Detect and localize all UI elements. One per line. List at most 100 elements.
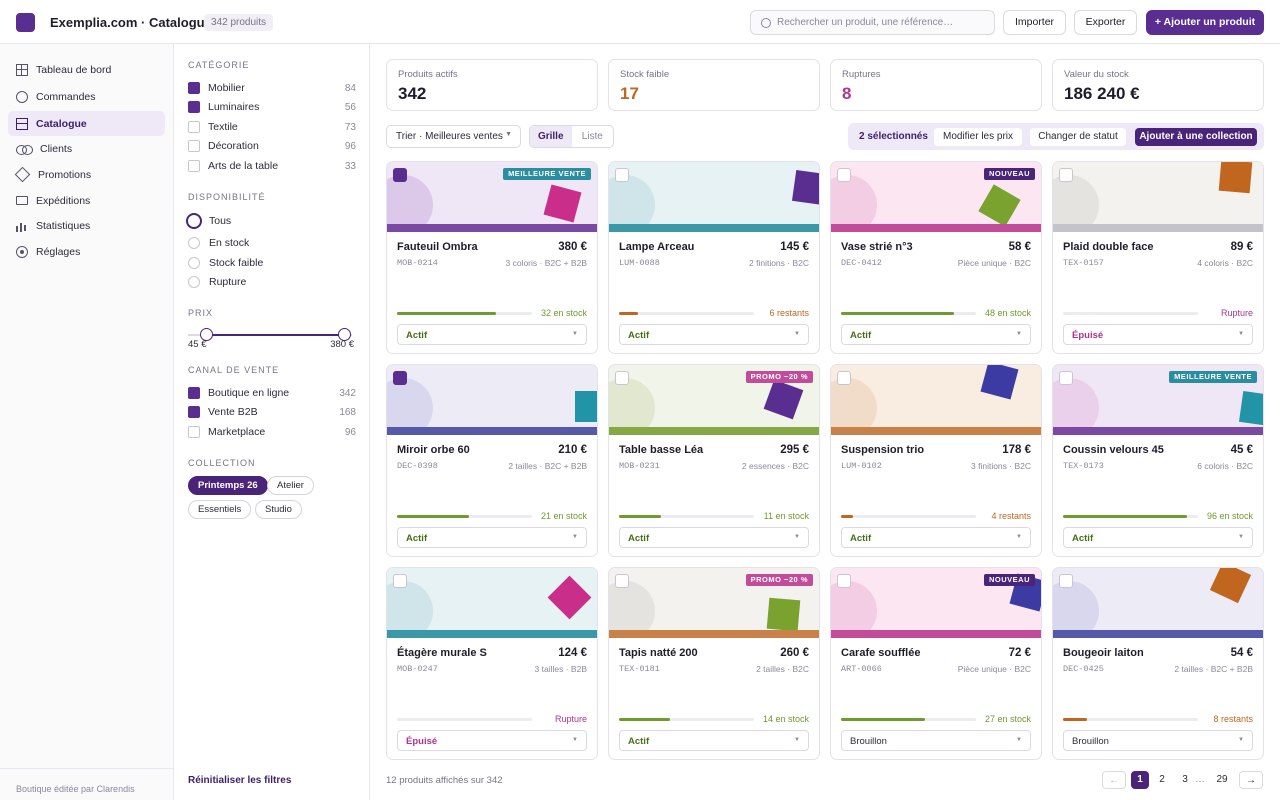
product-status-select[interactable]: Actif ▼ <box>1063 527 1253 548</box>
pagination-next-button[interactable]: → <box>1239 771 1263 789</box>
product-status-select[interactable]: Brouillon ▼ <box>841 730 1031 751</box>
slider-max-handle[interactable] <box>337 328 351 341</box>
filter-availability-all[interactable]: Tous <box>186 213 356 229</box>
filter-channel-online[interactable]: Boutique en ligne 342 <box>188 385 356 401</box>
filter-category-mobilier[interactable]: Mobilier 84 <box>188 80 356 96</box>
bulk-change-status-button[interactable]: Changer de statut <box>1030 128 1126 146</box>
product-name[interactable]: Lampe Arceau <box>619 241 695 253</box>
product-card[interactable]: Plaid double face 89 € TEX-0157 4 coloris ·… <box>1052 161 1264 354</box>
sidebar-item-statistics[interactable]: Statistiques <box>8 213 165 238</box>
sidebar-item-orders[interactable]: Commandes <box>8 84 165 109</box>
pagination-prev-button[interactable]: ← <box>1102 771 1126 789</box>
product-select-checkbox[interactable] <box>615 574 629 588</box>
pagination-page-3[interactable]: 3 <box>1182 774 1188 785</box>
price-range-slider[interactable] <box>188 328 352 342</box>
checkbox[interactable] <box>188 140 200 152</box>
product-name[interactable]: Plaid double face <box>1063 241 1154 253</box>
pagination-page-2[interactable]: 2 <box>1159 774 1165 785</box>
product-card[interactable]: Miroir orbe 60 210 € DEC-0398 2 tailles · B… <box>386 364 598 557</box>
search-input[interactable] <box>777 14 987 31</box>
product-status-select[interactable]: Épuisé ▼ <box>397 730 587 751</box>
product-name[interactable]: Carafe soufflée <box>841 647 921 659</box>
sidebar-item-dashboard[interactable]: Tableau de bord <box>8 57 165 82</box>
filter-category-decoration[interactable]: Décoration 96 <box>188 138 356 154</box>
collection-chip-printemps[interactable]: Printemps 26 <box>188 476 268 495</box>
product-card[interactable]: Étagère murale S 124 € MOB-0247 3 tailles ·… <box>386 567 598 760</box>
product-name[interactable]: Fauteuil Ombra <box>397 241 478 253</box>
checkbox[interactable] <box>188 101 200 113</box>
export-button[interactable]: Exporter <box>1074 10 1137 35</box>
product-card[interactable]: MEILLEURE VENTE Fauteuil Ombra 380 € MOB-02… <box>386 161 598 354</box>
radio-button[interactable] <box>188 237 200 249</box>
slider-min-handle[interactable] <box>200 328 214 341</box>
checkbox[interactable] <box>188 406 200 418</box>
reset-filters-link[interactable]: Réinitialiser les filtres <box>188 775 292 786</box>
radio-button[interactable] <box>188 276 200 288</box>
product-status-select[interactable]: Actif ▼ <box>619 324 809 345</box>
checkbox[interactable] <box>188 82 200 94</box>
product-select-checkbox[interactable] <box>1059 574 1073 588</box>
product-card[interactable]: NOUVEAU Vase strié n°3 58 € DEC-0412 Pièce u… <box>830 161 1042 354</box>
filter-availability-out[interactable]: Rupture <box>188 274 356 290</box>
product-status-select[interactable]: Actif ▼ <box>841 324 1031 345</box>
view-grid-button[interactable]: Grille <box>530 126 572 147</box>
sidebar-item-shipping[interactable]: Expéditions <box>8 188 165 213</box>
product-status-select[interactable]: Brouillon ▼ <box>1063 730 1253 751</box>
checkbox[interactable] <box>188 160 200 172</box>
filter-availability-in-stock[interactable]: En stock <box>188 235 356 251</box>
pagination-page-29[interactable]: 29 <box>1216 774 1228 785</box>
product-status-select[interactable]: Actif ▼ <box>619 527 809 548</box>
product-select-checkbox[interactable] <box>393 371 407 385</box>
collection-chip-studio[interactable]: Studio <box>255 500 302 519</box>
collection-chip-essentiels[interactable]: Essentiels <box>188 500 252 519</box>
brand-logo[interactable] <box>16 13 35 32</box>
product-select-checkbox[interactable] <box>1059 168 1073 182</box>
view-list-button[interactable]: Liste <box>581 131 603 142</box>
product-name[interactable]: Vase strié n°3 <box>841 241 913 253</box>
product-name[interactable]: Table basse Léa <box>619 444 704 456</box>
product-select-checkbox[interactable] <box>615 371 629 385</box>
product-card[interactable]: PROMO −20 % Table basse Léa 295 € MOB-0231 2… <box>608 364 820 557</box>
product-status-select[interactable]: Actif ▼ <box>619 730 809 751</box>
product-card[interactable]: Bougeoir laiton 54 € DEC-0425 2 tailles · B… <box>1052 567 1264 760</box>
product-select-checkbox[interactable] <box>615 168 629 182</box>
product-name[interactable]: Bougeoir laiton <box>1063 647 1144 659</box>
checkbox[interactable] <box>188 121 200 133</box>
filter-category-arts-table[interactable]: Arts de la table 33 <box>188 158 356 174</box>
product-select-checkbox[interactable] <box>1059 371 1073 385</box>
product-status-select[interactable]: Actif ▼ <box>397 527 587 548</box>
product-select-checkbox[interactable] <box>837 574 851 588</box>
filter-channel-marketplace[interactable]: Marketplace 96 <box>188 424 356 440</box>
product-card[interactable]: PROMO −20 % Tapis natté 200 260 € TEX-0181 2… <box>608 567 820 760</box>
filter-category-textile[interactable]: Textile 73 <box>188 119 356 135</box>
sidebar-item-catalogue[interactable]: Catalogue <box>8 111 165 136</box>
radio-button[interactable] <box>186 213 202 229</box>
filter-availability-low[interactable]: Stock faible <box>188 255 356 271</box>
radio-button[interactable] <box>188 257 200 269</box>
product-status-select[interactable]: Épuisé ▼ <box>1063 324 1253 345</box>
filter-channel-b2b[interactable]: Vente B2B 168 <box>188 404 356 420</box>
product-select-checkbox[interactable] <box>393 168 407 182</box>
product-card[interactable]: NOUVEAU Carafe soufflée 72 € ART-0066 Pièce … <box>830 567 1042 760</box>
product-select-checkbox[interactable] <box>837 168 851 182</box>
sidebar-item-promotions[interactable]: Promotions <box>8 162 165 187</box>
sidebar-item-settings[interactable]: Réglages <box>8 239 165 264</box>
product-select-checkbox[interactable] <box>837 371 851 385</box>
product-select-checkbox[interactable] <box>393 574 407 588</box>
sidebar-item-clients[interactable]: Clients <box>8 136 165 161</box>
product-status-select[interactable]: Actif ▼ <box>841 527 1031 548</box>
filter-category-luminaires[interactable]: Luminaires 56 <box>188 99 356 115</box>
collection-chip-atelier[interactable]: Atelier <box>267 476 314 495</box>
product-name[interactable]: Étagère murale S <box>397 647 487 659</box>
product-status-select[interactable]: Actif ▼ <box>397 324 587 345</box>
import-button[interactable]: Importer <box>1003 10 1066 35</box>
bulk-add-collection-button[interactable]: Ajouter à une collection <box>1135 128 1257 146</box>
product-card[interactable]: MEILLEURE VENTE Coussin velours 45 45 € TEX… <box>1052 364 1264 557</box>
add-product-button[interactable]: + Ajouter un produit <box>1146 10 1264 35</box>
sort-select[interactable]: Trier · Meilleures ventes ▼ <box>386 125 521 148</box>
product-name[interactable]: Coussin velours 45 <box>1063 444 1164 456</box>
product-name[interactable]: Suspension trio <box>841 444 925 456</box>
product-card[interactable]: Lampe Arceau 145 € LUM-0088 2 finitions · B… <box>608 161 820 354</box>
product-name[interactable]: Miroir orbe 60 <box>397 444 470 456</box>
product-name[interactable]: Tapis natté 200 <box>619 647 698 659</box>
